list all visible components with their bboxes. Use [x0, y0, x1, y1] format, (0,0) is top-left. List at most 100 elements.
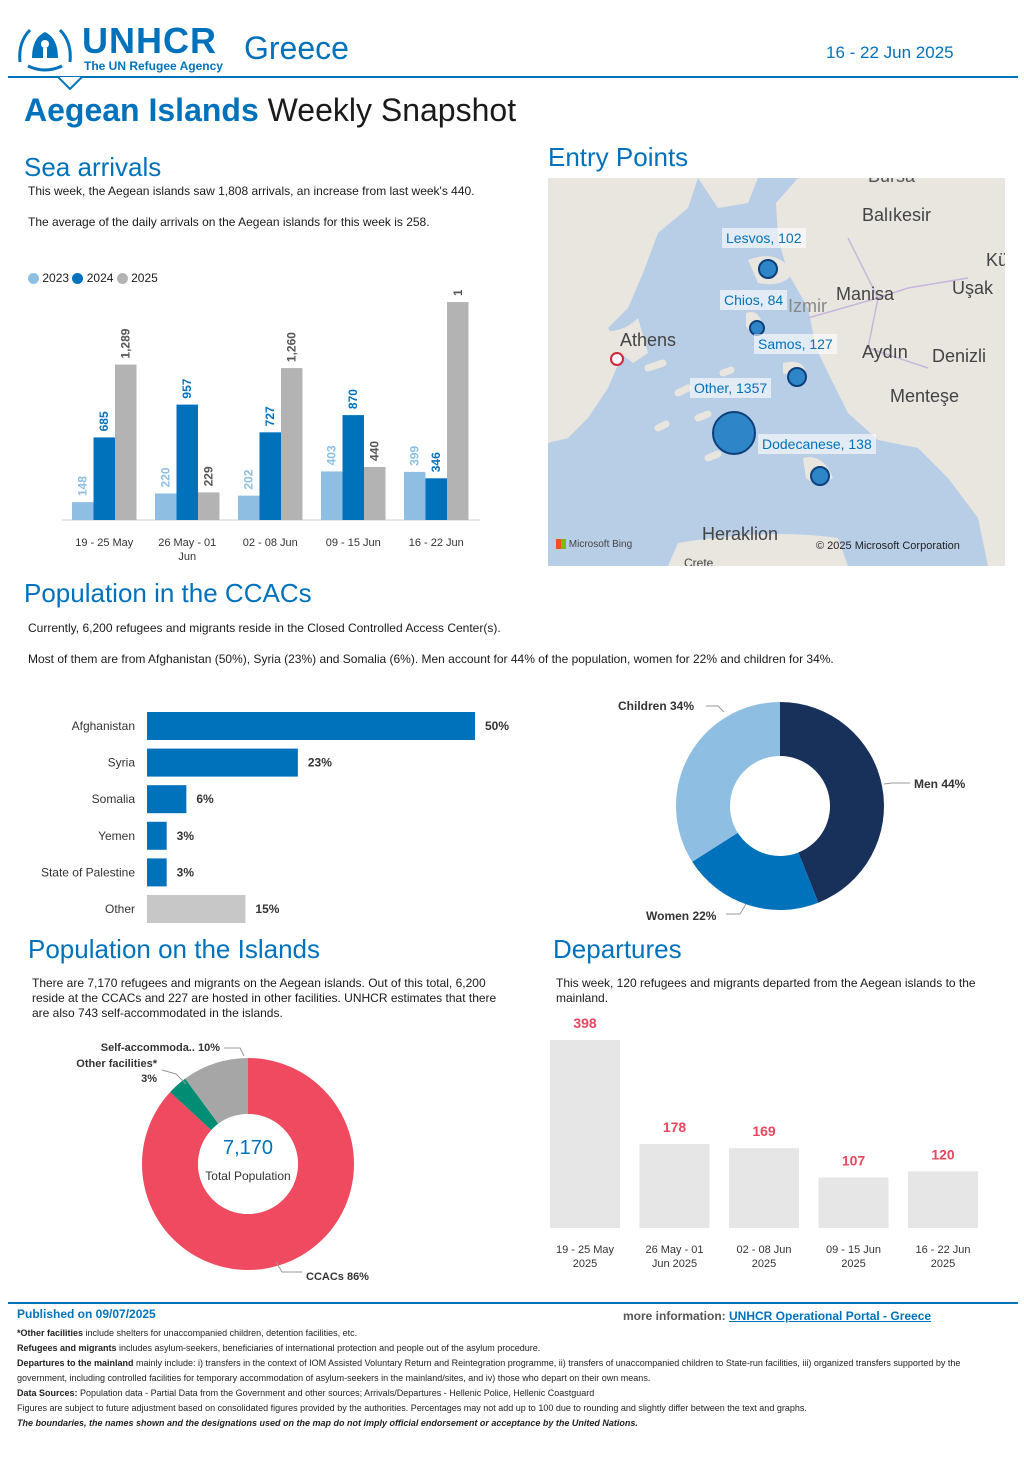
map-land-greece	[548, 178, 698, 443]
legend-dot-2024	[72, 273, 84, 285]
bar-label-2023-2: 202	[242, 469, 256, 489]
footnotes: *Other facilities include shelters for u…	[17, 1326, 1007, 1431]
place-aydin: Aydın	[862, 342, 908, 362]
place-ku: Kü	[986, 250, 1005, 270]
map-land-north	[698, 178, 758, 208]
departures-bar-4	[908, 1171, 978, 1228]
departures-value-1: 178	[663, 1119, 687, 1135]
nationality-value-1: 23%	[308, 756, 332, 770]
departures-category-0-line2: 2025	[573, 1258, 597, 1270]
islands-text: There are 7,170 refugees and migrants on…	[32, 976, 497, 1020]
label-lesvos: Lesvos, 102	[722, 228, 806, 248]
footnote-refugees: Refugees and migrants includes asylum-se…	[17, 1343, 541, 1353]
category-label-1-line2: Jun	[178, 551, 196, 563]
nationality-label-1: Syria	[108, 756, 136, 770]
bubble-other[interactable]	[712, 411, 756, 455]
leader-women	[726, 903, 747, 915]
sea-arrivals-text-1: This week, the Aegean islands saw 1,808 …	[28, 184, 475, 198]
departures-bar-3	[818, 1177, 889, 1228]
gender-label-women: Women 22%	[646, 909, 717, 923]
bar-2024-0	[93, 437, 115, 520]
place-athens: Athens	[620, 330, 677, 350]
bubble-dodecanese[interactable]	[810, 466, 830, 486]
bubble-lesvos[interactable]	[758, 259, 778, 279]
page-title: Aegean Islands Weekly Snapshot	[24, 92, 516, 129]
map-copyright: © 2025 Microsoft Corporation	[816, 540, 960, 552]
place-balikesir: Balıkesir	[862, 205, 932, 225]
departures-chart: 398 19 - 25 May 2025 178 26 May - 01 Jun 2025…	[550, 1015, 978, 1270]
place-denizli: Denizli	[932, 346, 987, 366]
leader-self	[224, 1047, 245, 1057]
nationality-bar-5	[147, 895, 246, 923]
entry-points-heading: Entry Points	[548, 142, 689, 172]
bar-label-2023-0: 148	[76, 476, 90, 496]
athens-marker-icon	[610, 352, 624, 366]
nationality-bar-2	[147, 785, 187, 814]
islands-label-self: Self-accommoda.. 10%	[101, 1042, 220, 1054]
bar-label-2025-2: 1,260	[285, 332, 299, 362]
departures-category-4: 16 - 22 Jun	[915, 1244, 970, 1256]
more-info-label: more information:	[623, 1309, 726, 1323]
bar-label-2023-4: 399	[408, 446, 422, 466]
gender-slice-children	[676, 702, 780, 862]
header-rule-notch	[58, 76, 82, 90]
place-izmir: Izmir	[788, 296, 827, 316]
title-bold: Aegean Islands	[24, 92, 259, 128]
header-rule	[8, 76, 1018, 78]
date-range: 16 - 22 Jun 2025	[826, 43, 954, 62]
departures-value-2: 169	[752, 1123, 776, 1139]
bar-label-2024-2: 727	[263, 406, 277, 426]
bar-2024-2	[259, 432, 281, 520]
departures-text: This week, 120 refugees and migrants dep…	[556, 976, 976, 1005]
unhcr-logo	[14, 22, 76, 74]
nationality-label-2: Somalia	[92, 792, 136, 806]
footer-rule	[8, 1302, 1018, 1304]
bubble-samos[interactable]	[787, 367, 807, 387]
bar-2024-3	[342, 415, 364, 520]
bing-logo: Microsoft Bing	[556, 539, 632, 550]
leader-other	[161, 1069, 187, 1085]
islands-label-other-pct: 3%	[141, 1073, 157, 1085]
departures-category-2-line2: 2025	[752, 1258, 776, 1270]
gender-slice-women	[692, 832, 819, 910]
place-usak: Uşak	[952, 278, 994, 298]
islands-heading: Population on the Islands	[28, 934, 320, 964]
unhcr-emblem-icon	[18, 28, 72, 72]
category-label-3: 09 - 15 Jun	[326, 537, 381, 549]
bar-2025-0	[115, 364, 137, 520]
published-date: Published on 09/07/2025	[17, 1307, 156, 1321]
bar-label-2024-0: 685	[97, 411, 111, 431]
departures-value-4: 120	[931, 1146, 955, 1162]
place-heraklion: Heraklion	[702, 524, 779, 544]
label-dodecanese: Dodecanese, 138	[758, 434, 876, 454]
sea-arrivals-heading: Sea arrivals	[24, 152, 162, 182]
operational-portal-link[interactable]: UNHCR Operational Portal - Greece	[729, 1309, 932, 1323]
category-label-4: 16 - 22 Jun	[409, 537, 464, 549]
islands-center-value: 7,170	[223, 1137, 273, 1159]
footnote-boundaries: The boundaries, the names shown and the …	[17, 1418, 638, 1428]
bar-2025-3	[364, 466, 386, 520]
nationality-value-5: 15%	[255, 902, 279, 916]
label-other: Other, 1357	[690, 378, 772, 398]
map-cyclades	[644, 359, 735, 462]
category-label-0: 19 - 25 May	[75, 537, 134, 549]
nationality-value-0: 50%	[485, 719, 509, 733]
nationality-label-3: Yemen	[98, 829, 135, 843]
departures-category-0: 19 - 25 May	[556, 1244, 615, 1256]
departures-category-3-line2: 2025	[841, 1258, 865, 1270]
nationality-value-4: 3%	[177, 865, 195, 879]
legend-dot-2023	[28, 273, 39, 285]
legend-label-2023: 2023	[42, 271, 70, 285]
bing-attribution: Microsoft Bing	[568, 539, 633, 550]
sea-arrivals-text-2: The average of the daily arrivals on the…	[28, 215, 430, 229]
bar-label-2024-3: 870	[346, 389, 360, 409]
departures-heading: Departures	[553, 934, 682, 964]
leader-children	[706, 705, 725, 713]
nationality-bar-1	[147, 748, 298, 777]
category-label-1: 26 May - 01	[158, 537, 216, 549]
gender-slice-men	[780, 702, 884, 903]
place-bursa: Bursa	[868, 178, 915, 187]
map-land-crete	[668, 534, 848, 566]
legend-label-2025: 2025	[131, 271, 158, 285]
islands-chart: 7,170 Total Population CCACs 86% Self-accom…	[76, 1042, 369, 1283]
